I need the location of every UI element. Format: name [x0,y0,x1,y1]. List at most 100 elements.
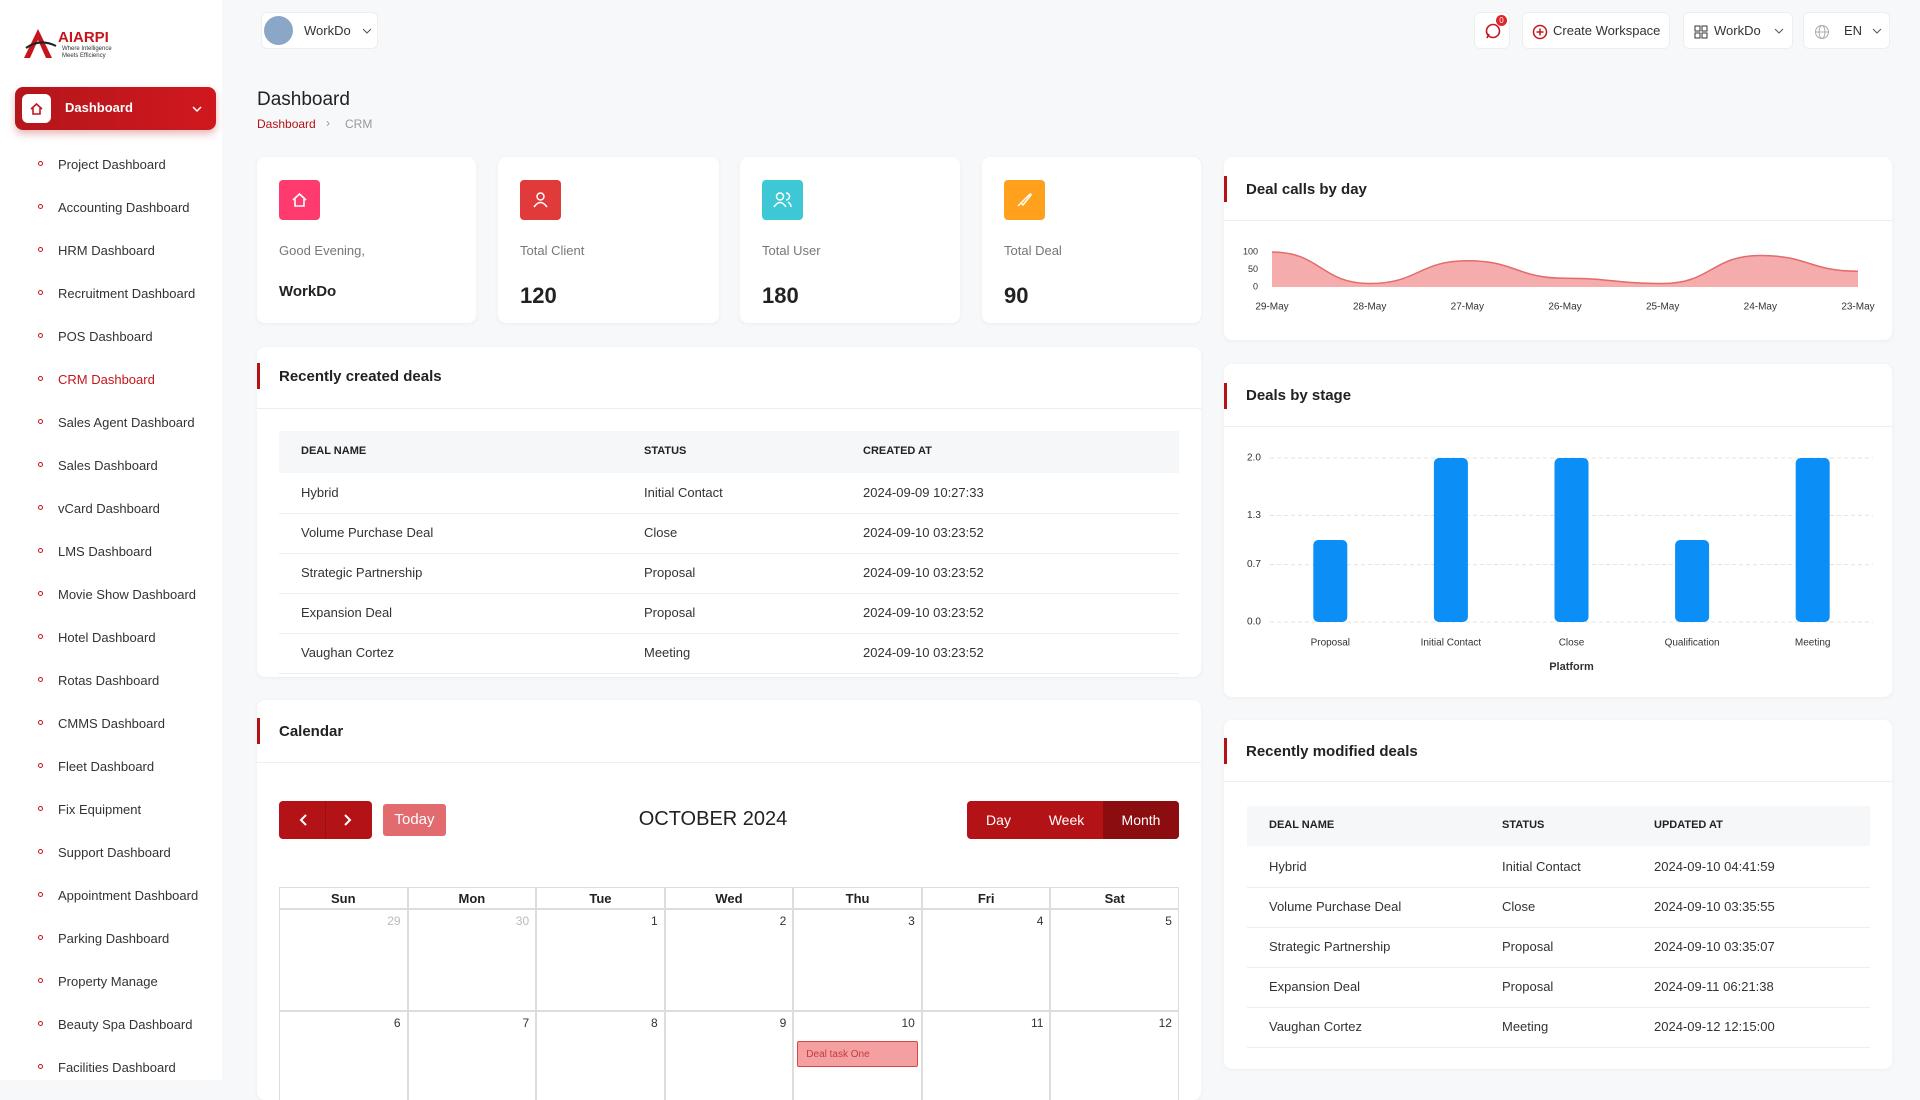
sidebar: AIARPI Where Intelligence Meets Efficien… [0,0,222,1080]
table-cell: Vaughan Cortez [1269,1019,1362,1034]
day-number: 30 [515,914,530,928]
calendar-event[interactable]: Deal task One [797,1041,918,1067]
notification-badge: 0 [1496,15,1507,26]
stat-icon [762,180,803,220]
menu-item[interactable]: Recruitment Dashboard [58,286,196,301]
column-header: STATUS [644,445,687,457]
menu-bullet [38,1064,43,1069]
day-cell[interactable]: 7 [407,1011,537,1100]
bar [1554,458,1589,622]
day-cell[interactable]: 11 [921,1011,1051,1100]
x-tick-label: 23-May [1841,302,1874,313]
weekday: Thu [793,887,922,909]
menu-item[interactable]: Hotel Dashboard [58,630,156,645]
day-cell[interactable]: 12 [1050,1011,1179,1100]
table-cell: Initial Contact [644,485,723,500]
day-cell[interactable]: 29 [279,909,408,1011]
workspace-select[interactable]: WorkDo [261,12,378,49]
menu-item[interactable]: Project Dashboard [58,157,166,172]
row-divider [279,673,1179,674]
menu-item[interactable]: LMS Dashboard [58,544,152,559]
menu-item[interactable]: HRM Dashboard [58,243,155,258]
day-number: 12 [1158,1016,1172,1030]
menu-item[interactable]: Sales Dashboard [58,458,158,473]
table-cell: Hybrid [301,485,339,500]
active-menu[interactable]: Dashboard [15,87,216,130]
view-button[interactable]: Day [986,812,1011,828]
day-number: 2 [779,914,787,928]
table-cell: Meeting [1502,1019,1549,1034]
y-tick-label: 0.0 [1247,617,1261,628]
day-cell[interactable]: 9 [664,1011,794,1100]
y-tick-label: 50 [1248,264,1258,274]
menu-item[interactable]: Beauty Spa Dashboard [58,1017,193,1032]
menu-bullet [38,892,43,897]
stat-label: Good Evening, [279,243,366,258]
title-accent [1224,383,1227,409]
day-cell[interactable]: 8 [536,1011,665,1100]
view-button[interactable]: Month [1103,801,1179,839]
menu-item[interactable]: vCard Dashboard [58,501,160,516]
day-cell[interactable]: 4 [921,909,1051,1011]
table-cell: Proposal [644,605,696,620]
day-cell[interactable]: 10 Deal task One [793,1011,922,1100]
weekday: Mon [407,887,537,909]
menu-item[interactable]: Accounting Dashboard [58,200,190,215]
menu-item[interactable]: CRM Dashboard [58,372,155,387]
x-tick-label: Qualification [1665,638,1720,649]
notifications[interactable]: 0 [1474,12,1510,49]
table-header [1247,806,1870,846]
day-cell[interactable]: 5 [1050,909,1179,1011]
day-cell[interactable]: 6 [279,1011,408,1100]
active-label: Dashboard [65,100,133,115]
menu-item[interactable]: Appointment Dashboard [58,888,199,903]
menu-item[interactable]: Support Dashboard [58,845,171,860]
menu-item[interactable]: Facilities Dashboard [58,1060,176,1075]
menu-bullet [38,634,43,639]
workspace-menu[interactable]: WorkDo [1683,12,1793,49]
table-cell: 2024-09-09 10:27:33 [863,485,984,500]
table-cell: 2024-09-10 03:35:07 [1654,939,1775,954]
menu-bullet [38,247,43,252]
row-divider [1247,887,1870,888]
language-label: EN [1844,23,1863,38]
menu-item[interactable]: Fleet Dashboard [58,759,155,774]
prev-next[interactable] [279,801,372,839]
line [1271,251,1859,285]
menu-item[interactable]: Property Manage [58,974,158,989]
day-cell[interactable]: 30 [407,909,537,1011]
row-divider [1247,1007,1870,1008]
day-number: 10 [901,1016,915,1030]
x-tick-label: Initial Contact [1421,638,1482,649]
menu-bullet [38,720,43,725]
weekday: Sat [1050,887,1179,909]
day-number: 4 [1036,914,1044,928]
create-workspace[interactable]: Create Workspace [1522,12,1670,49]
menu-item[interactable]: Sales Agent Dashboard [58,415,195,430]
divider [1224,426,1892,427]
menu-item[interactable]: Parking Dashboard [58,931,170,946]
today-button[interactable]: Today [383,804,446,836]
deals-stage-card: Deals by stage 0.0 0.7 1.3 2.0 Proposal Initi… [1224,364,1892,697]
menu-item[interactable]: CMMS Dashboard [58,716,165,731]
chart: 0.0 0.7 1.3 2.0 Proposal Initial Contact Close… [1247,453,1873,673]
menu-item[interactable]: Movie Show Dashboard [58,587,197,602]
day-cell[interactable]: 1 [536,909,665,1011]
day-cell[interactable]: 3 [793,909,922,1011]
menu-item[interactable]: Fix Equipment [58,802,142,817]
menu-item[interactable]: Rotas Dashboard [58,673,160,688]
language[interactable]: EN [1803,12,1890,49]
view-button[interactable]: Week [1048,812,1085,828]
day-cell[interactable]: 2 [664,909,794,1011]
table-cell: Hybrid [1269,859,1307,874]
menu-item[interactable]: POS Dashboard [58,329,153,344]
recent-deals-card: Recently created deals DEAL NAME STATUS CR… [257,347,1201,677]
table-cell: 2024-09-10 03:35:55 [1654,899,1775,914]
stat-icon [279,180,320,220]
column-header: DEAL NAME [1269,819,1335,831]
stat-value: 180 [762,283,799,308]
stat-card: Total Client 120 [498,157,719,323]
stat-card: Total User 180 [740,157,960,323]
breadcrumb[interactable]: Dashboard [257,117,316,131]
